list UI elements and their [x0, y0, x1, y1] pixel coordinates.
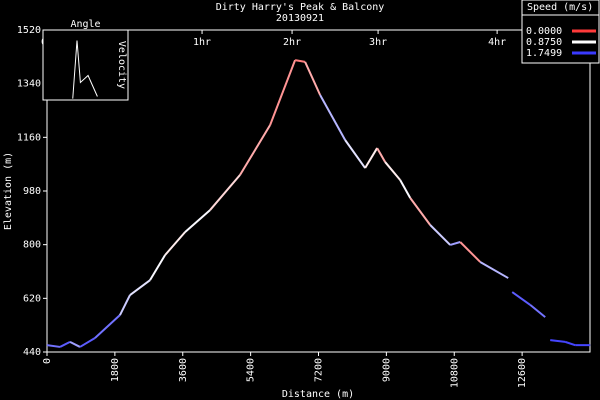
elevation-segment: [384, 161, 401, 181]
inset-box: [42, 29, 129, 101]
y-tick-label: 800: [23, 240, 41, 251]
x-tick-label: 7200: [314, 358, 325, 382]
top-tick-label: 2hr: [283, 37, 301, 48]
elevation-segment: [79, 337, 96, 348]
elevation-segment: [69, 340, 81, 348]
elevation-segment: [304, 61, 322, 96]
elevation-segment: [376, 147, 387, 163]
legend-label: 0.0000: [526, 26, 562, 37]
elevation-segment: [409, 197, 431, 226]
top-tick-label: 3hr: [369, 37, 387, 48]
elevation-segment: [399, 179, 412, 199]
y-axis-label: Elevation (m): [3, 152, 14, 230]
top-tick-label: 4hr: [488, 37, 506, 48]
x-tick-label: 3600: [178, 358, 189, 382]
inset-line: [72, 40, 98, 99]
elevation-segment: [511, 291, 531, 306]
y-tick-label: 620: [23, 293, 41, 304]
chart-title: Dirty Harry's Peak & Balcony: [216, 2, 385, 13]
y-tick-label: 1340: [17, 79, 41, 90]
x-tick-label: 5400: [246, 358, 257, 382]
elevation-segment: [119, 294, 131, 316]
elevation-segment: [319, 94, 346, 141]
elevation-segment: [94, 314, 121, 339]
elevation-segment: [209, 174, 241, 211]
inset-title: Angle: [70, 19, 100, 30]
x-tick-label: 1800: [110, 358, 121, 382]
y-tick-label: 440: [23, 347, 41, 358]
inset-ylabel: Velocity: [116, 41, 127, 89]
elevation-segment: [344, 139, 366, 169]
x-axis-label: Distance (m): [282, 389, 354, 400]
y-tick-label: 1160: [17, 132, 41, 143]
elevation-segment: [269, 59, 297, 126]
elevation-segment: [164, 231, 186, 256]
elevation-segment: [129, 279, 151, 296]
elevation-segment: [59, 340, 71, 348]
elevation-segment: [46, 344, 61, 348]
elevation-segment: [449, 241, 461, 246]
legend-label: 1.7499: [526, 48, 562, 59]
elevation-segment: [364, 147, 378, 169]
top-tick-label: 1hr: [193, 37, 211, 48]
x-tick-label: 12600: [517, 358, 528, 388]
x-tick-label: 0: [42, 358, 53, 364]
x-tick-label: 10800: [449, 358, 460, 388]
y-tick-label: 1520: [17, 25, 41, 36]
elevation-segment: [479, 261, 509, 279]
elevation-segment: [429, 224, 451, 246]
y-tick-label: 980: [23, 186, 41, 197]
chart-subtitle: 20130921: [276, 13, 324, 24]
elevation-segment: [149, 254, 166, 281]
elevation-segment: [459, 241, 481, 263]
elevation-segment: [564, 340, 576, 347]
elevation-segment: [239, 124, 271, 176]
elevation-segment: [550, 339, 566, 343]
x-tick-label: 9000: [381, 358, 392, 382]
elevation-segment: [294, 59, 306, 63]
legend-title: Speed (m/s): [527, 2, 593, 13]
elevation-segment: [184, 209, 211, 233]
legend-label: 0.8750: [526, 37, 562, 48]
elevation-segment: [529, 304, 546, 318]
